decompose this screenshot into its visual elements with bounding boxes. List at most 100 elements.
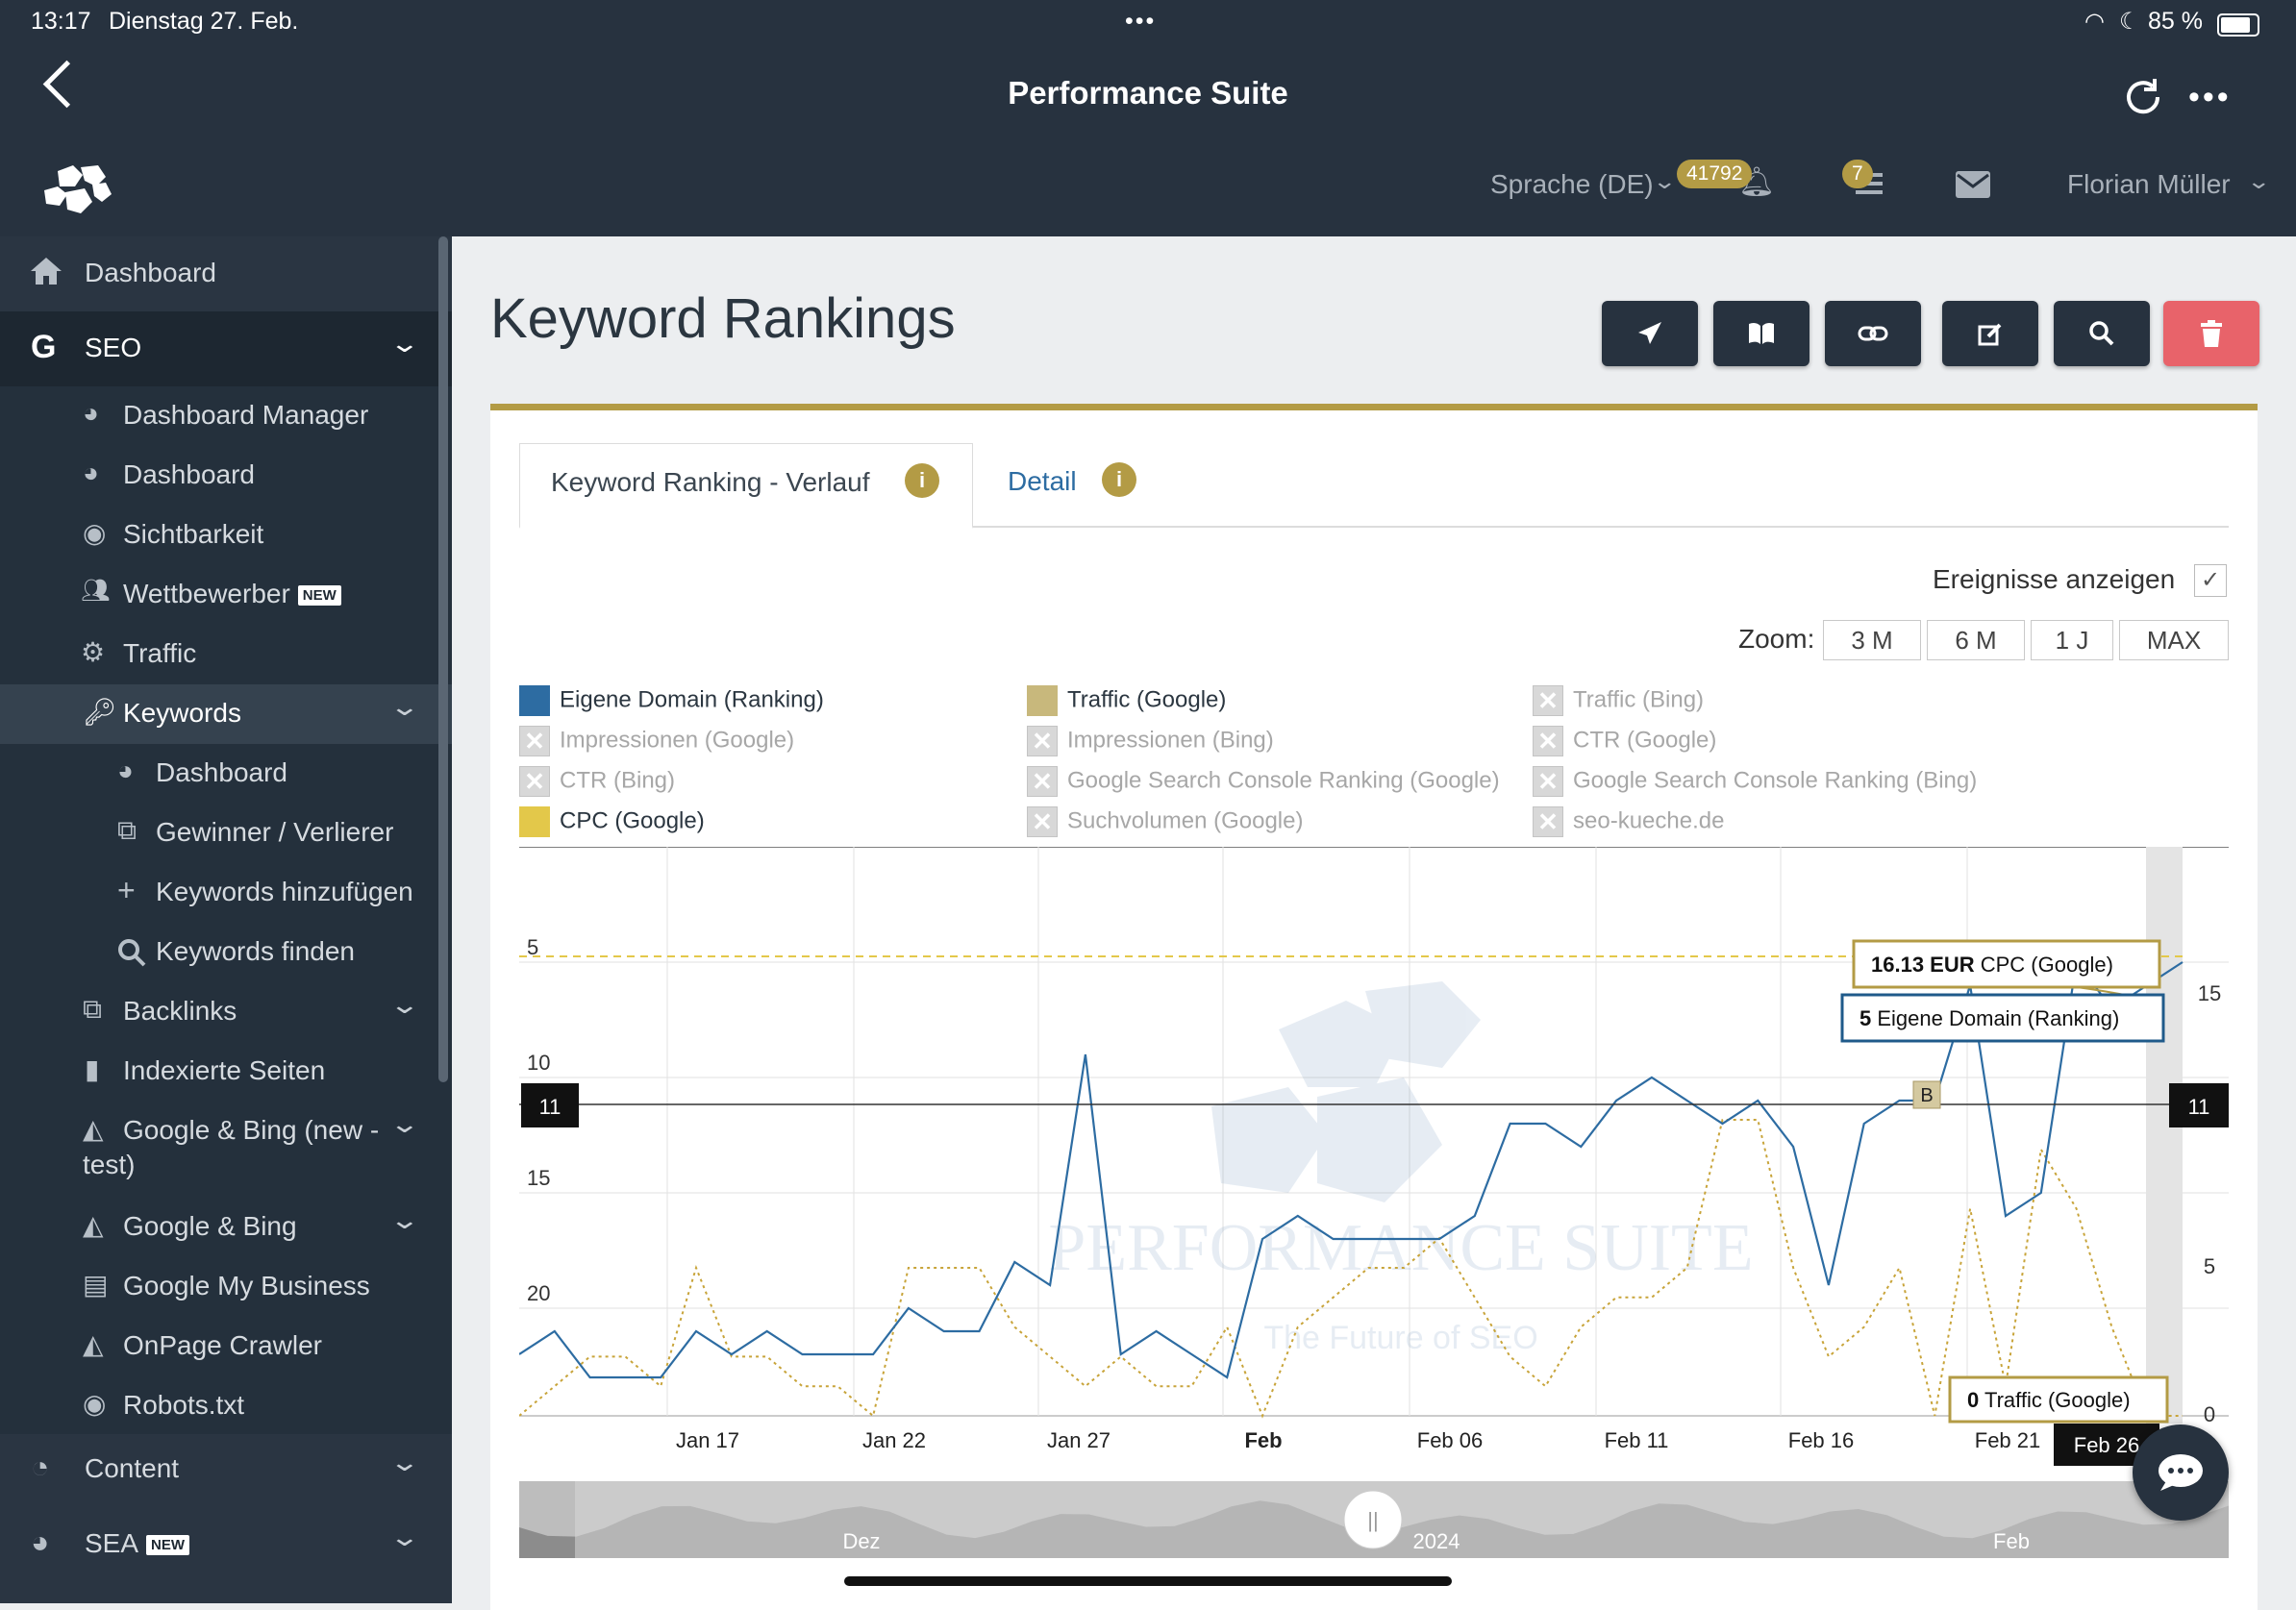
- external-link-icon: ⧉: [83, 994, 102, 1024]
- sidebar-scrollbar[interactable]: [438, 236, 448, 1082]
- chevron-down-icon: ⌄: [388, 1109, 421, 1138]
- chat-bubble-icon: [2159, 1454, 2203, 1491]
- zoom-3m[interactable]: 3 M: [1823, 620, 1921, 660]
- svg-text:Feb: Feb: [1993, 1529, 2030, 1553]
- legend-item[interactable]: Eigene Domain (Ranking): [519, 685, 824, 716]
- info-icon[interactable]: i: [1102, 462, 1136, 497]
- y-axis-tick-label: 15: [527, 1166, 550, 1190]
- events-checkbox[interactable]: ✓: [2194, 564, 2227, 597]
- multitask-dots[interactable]: •••: [1125, 8, 1157, 35]
- send-button[interactable]: [1602, 301, 1698, 366]
- chevron-down-icon: ⌄: [388, 990, 421, 1019]
- link-icon: [1858, 326, 1888, 341]
- legend-item[interactable]: ✕ Google Search Console Ranking (Google): [1027, 766, 1500, 797]
- gauge-icon: ◕: [117, 755, 134, 785]
- delete-button[interactable]: [2163, 301, 2259, 366]
- chevron-down-icon: ⌄: [388, 1205, 421, 1234]
- area-chart-icon: ◭: [83, 1210, 104, 1240]
- ranking-series-line: [519, 959, 2184, 1379]
- area-chart-icon: ◭: [83, 1114, 104, 1144]
- user-menu[interactable]: Florian Müller: [2067, 169, 2231, 199]
- book-icon: [1749, 322, 1774, 344]
- y-axis-right-tick-label: 15: [2198, 981, 2221, 1005]
- svg-text:11: 11: [539, 1095, 562, 1119]
- chat-button[interactable]: [2133, 1424, 2229, 1521]
- user-chevron-icon[interactable]: ⌄: [2246, 169, 2272, 193]
- plus-icon: +: [117, 873, 136, 907]
- chart-navigator[interactable]: Dez 2024 Feb ||: [519, 1481, 2229, 1558]
- status-battery: 85 %: [2148, 8, 2203, 35]
- tab-detail[interactable]: Detail i: [979, 443, 1190, 526]
- link-button[interactable]: [1825, 301, 1921, 366]
- legend-item[interactable]: ✕ seo-kueche.de: [1533, 806, 1724, 837]
- moon-icon: ☾: [2119, 9, 2140, 35]
- chevron-down-icon: ⌄: [388, 1523, 421, 1551]
- edit-icon: [1978, 323, 2002, 346]
- more-icon[interactable]: •••: [2188, 79, 2232, 115]
- legend-item[interactable]: ✕ CTR (Google): [1533, 726, 1716, 756]
- svg-text:The Future of SEO: The Future of SEO: [1263, 1320, 1537, 1356]
- key-icon: 🔑︎: [83, 697, 117, 727]
- zoom-6m[interactable]: 6 M: [1927, 620, 2025, 660]
- legend-item[interactable]: Traffic (Google): [1027, 685, 1226, 716]
- edit-button[interactable]: [1942, 301, 2038, 366]
- new-badge: NEW: [146, 1535, 190, 1556]
- gauge-icon: ◕: [83, 458, 99, 487]
- zoom-max[interactable]: MAX: [2119, 620, 2229, 660]
- tab-keyword-ranking-verlauf[interactable]: Keyword Ranking - Verlauf i: [519, 443, 973, 529]
- svg-text:B: B: [1920, 1085, 1933, 1106]
- legend-item[interactable]: ✕ Impressionen (Bing): [1027, 726, 1274, 756]
- content-card: Keyword Ranking - Verlauf i Detail i Ere…: [490, 404, 2258, 1610]
- users-icon: 👥︎: [81, 578, 111, 604]
- traffic-series-line: [519, 1119, 2183, 1419]
- store-icon: ▤: [83, 1270, 109, 1300]
- x-axis-tick-label: Feb 16: [1788, 1428, 1855, 1452]
- navigator-handle[interactable]: [1343, 1490, 1403, 1549]
- x-axis-tick-label: Jan 27: [1047, 1428, 1111, 1452]
- legend-item[interactable]: ✕ Impressionen (Google): [519, 726, 794, 756]
- hover-band: [2146, 847, 2183, 1424]
- ranking-chart[interactable]: PERFORMANCE SUITE The Future of SEO 5 10 1…: [519, 847, 2229, 1558]
- x-axis-tick-label: Feb: [1244, 1428, 1282, 1452]
- svg-text:Dez: Dez: [842, 1529, 880, 1553]
- traffic-tooltip: [1948, 1375, 2169, 1424]
- area-chart-icon: ◭: [83, 1329, 104, 1359]
- chevron-down-icon[interactable]: ⌄: [1652, 169, 1678, 193]
- external-link-icon: ⧉: [117, 815, 137, 845]
- legend-item[interactable]: ✕ Suchvolumen (Google): [1027, 806, 1303, 837]
- legend-item[interactable]: CPC (Google): [519, 806, 705, 837]
- logo: [44, 165, 112, 213]
- gauge-icon: ◕: [83, 398, 99, 428]
- x-axis-tick-label: Feb 21: [1975, 1428, 2041, 1452]
- language-select[interactable]: Sprache (DE): [1490, 169, 1654, 199]
- home-indicator: [844, 1576, 1452, 1586]
- docs-button[interactable]: [1713, 301, 1809, 366]
- chevron-down-icon: ⌄: [388, 1448, 421, 1476]
- eye-icon: ◉: [83, 518, 107, 548]
- clock-icon: ◔: [31, 1449, 50, 1484]
- legend-item[interactable]: ✕ Traffic (Bing): [1533, 685, 1704, 716]
- search-icon: [118, 939, 146, 967]
- zoom-label: Zoom:: [1738, 624, 1815, 654]
- refresh-icon[interactable]: [2121, 75, 2165, 119]
- pie-chart-icon: ◕: [31, 1524, 50, 1559]
- cogs-icon: ⚙: [81, 637, 106, 667]
- legend-item[interactable]: ✕ Google Search Console Ranking (Bing): [1533, 766, 1977, 797]
- y-axis-tick-label: 20: [527, 1281, 550, 1305]
- notification-badge: 41792: [1677, 160, 1753, 188]
- mail-icon[interactable]: [1956, 171, 1990, 198]
- svg-text:16.13 EUR CPC (Google): 16.13 EUR CPC (Google): [1871, 953, 2113, 977]
- search-button[interactable]: [2054, 301, 2150, 366]
- info-icon[interactable]: i: [905, 463, 939, 498]
- y-axis-tick-label: 10: [527, 1051, 550, 1075]
- events-label: Ereignisse anzeigen: [1933, 564, 2176, 594]
- legend-item[interactable]: ✕ CTR (Bing): [519, 766, 675, 797]
- svg-text:2024: 2024: [1413, 1529, 1460, 1553]
- google-icon: G: [31, 329, 57, 365]
- task-badge: 7: [1842, 160, 1873, 188]
- wifi-icon: ◠: [2084, 9, 2105, 35]
- event-marker[interactable]: [1912, 1080, 1941, 1109]
- zoom-1j[interactable]: 1 J: [2031, 620, 2113, 660]
- x-axis-tick-label: Jan 17: [676, 1428, 739, 1452]
- svg-text:0 Traffic (Google): 0 Traffic (Google): [1967, 1388, 2131, 1412]
